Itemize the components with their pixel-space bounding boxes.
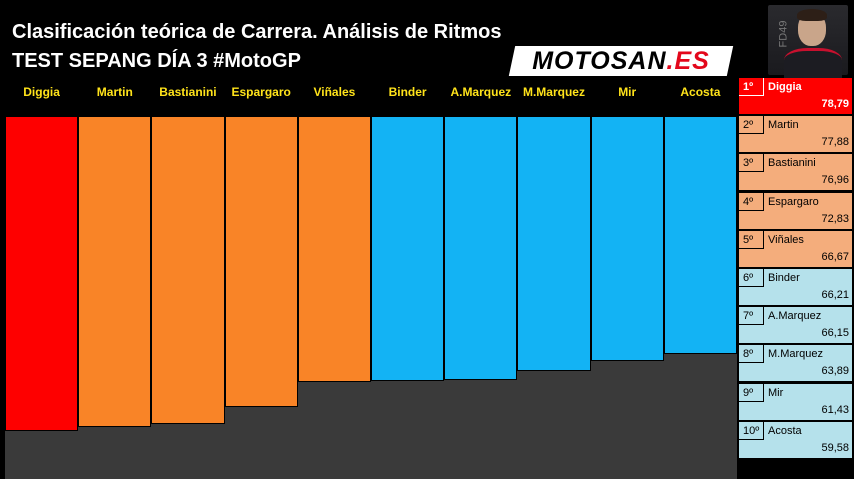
bar-5 xyxy=(371,116,445,381)
category-label-9: Acosta xyxy=(680,85,721,99)
ranking-position-box xyxy=(739,345,764,364)
ranking-row-6: 6º Binder 66,21 xyxy=(739,269,852,305)
logo-text-domain: .ES xyxy=(666,47,710,75)
ranking-position-box xyxy=(739,269,764,287)
ranking-position: 5º xyxy=(743,233,754,246)
ranking-position: 1º xyxy=(743,81,754,93)
ranking-row-7: 7º A.Marquez 66,15 xyxy=(739,307,852,344)
motosan-logo: MOTOSAN.ES xyxy=(516,45,726,77)
ranking-position-box xyxy=(739,421,764,440)
bar-1 xyxy=(78,116,152,428)
bar-4 xyxy=(297,116,371,383)
ranking-row-1: 1º Diggia 78,79 xyxy=(739,78,852,114)
ranking-name: Martin xyxy=(768,119,799,132)
bar-2 xyxy=(151,116,225,424)
logo-text-main: MOTOSAN xyxy=(532,47,667,75)
bar-0 xyxy=(5,116,79,431)
bar-7 xyxy=(517,116,591,372)
ranking-name: Espargaro xyxy=(768,195,819,208)
ranking-name: Viñales xyxy=(768,233,804,246)
ranking-name: Binder xyxy=(768,272,800,284)
ranking-row-9: 9º Mir 61,43 xyxy=(739,383,852,420)
ranking-name: A.Marquez xyxy=(768,310,822,323)
ranking-position-box xyxy=(739,116,764,135)
ranking-position-box xyxy=(739,78,764,96)
bar-8 xyxy=(590,116,664,362)
category-label-5: Binder xyxy=(388,85,427,99)
ranking-value: 61,43 xyxy=(821,403,849,416)
ranking-position: 3º xyxy=(743,157,754,170)
ranking-value: 66,67 xyxy=(821,250,849,263)
ranking-value: 76,96 xyxy=(821,174,849,187)
ranking-name: M.Marquez xyxy=(768,348,824,361)
ranking-value: 72,83 xyxy=(821,212,849,225)
ranking-value: 63,89 xyxy=(821,365,849,378)
ranking-value: 78,79 xyxy=(821,98,849,110)
category-label-6: A.Marquez xyxy=(450,85,512,99)
ranking-position: 7º xyxy=(743,310,754,323)
ranking-name: Bastianini xyxy=(768,157,816,170)
ranking-position: 10º xyxy=(743,424,760,437)
ranking-row-3: 3º Bastianini 76,96 xyxy=(739,154,852,191)
ranking-row-5: 5º Viñales 66,67 xyxy=(739,230,852,267)
ranking-position-box xyxy=(739,383,764,402)
category-label-8: Mir xyxy=(618,85,637,99)
bar-3 xyxy=(224,116,298,408)
ranking-position: 8º xyxy=(743,348,754,361)
ranking-position-box xyxy=(739,230,764,249)
rider-photo-number: FD49 xyxy=(777,20,790,48)
category-label-3: Espargaro xyxy=(231,85,291,99)
category-label-1: Martin xyxy=(96,85,133,99)
chart-subtitle: TEST SEPANG DÍA 3 #MotoGP xyxy=(12,50,301,72)
ranking-position: 6º xyxy=(743,272,754,284)
bar-6 xyxy=(444,116,518,381)
bar-9 xyxy=(663,116,737,354)
ranking-name: Mir xyxy=(768,386,784,399)
ranking-value: 66,21 xyxy=(821,289,849,301)
ranking-name: Acosta xyxy=(768,424,802,437)
rider-photo-hair xyxy=(797,9,827,21)
ranking-position: 9º xyxy=(743,386,754,399)
ranking-row-2: 2º Martin 77,88 xyxy=(739,116,852,153)
ranking-row-8: 8º M.Marquez 63,89 xyxy=(739,345,852,382)
ranking-row-4: 4º Espargaro 72,83 xyxy=(739,192,852,229)
ranking-position-box xyxy=(739,307,764,326)
ranking-position-box xyxy=(739,154,764,173)
ranking-name: Diggia xyxy=(768,81,802,93)
ranking-value: 77,88 xyxy=(821,136,849,149)
category-label-2: Bastianini xyxy=(159,85,217,99)
ranking-position: 4º xyxy=(743,195,754,208)
category-label-0: Diggia xyxy=(23,85,60,99)
ranking-position: 2º xyxy=(743,119,754,132)
category-label-7: M.Marquez xyxy=(522,85,585,99)
ranking-row-10: 10º Acosta 59,58 xyxy=(739,421,852,458)
category-label-4: Viñales xyxy=(313,85,356,99)
ranking-value: 59,58 xyxy=(821,441,849,454)
chart-title: Clasificación teórica de Carrera. Anális… xyxy=(12,21,502,43)
ranking-value: 66,15 xyxy=(821,327,849,340)
rider-photo-body xyxy=(784,48,842,78)
ranking-position-box xyxy=(739,192,764,211)
